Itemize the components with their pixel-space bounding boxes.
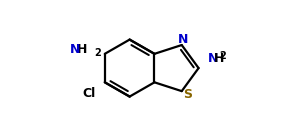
Text: H: H xyxy=(77,43,88,56)
Text: N: N xyxy=(178,33,188,46)
Text: N: N xyxy=(208,52,218,65)
Text: Cl: Cl xyxy=(83,87,96,100)
Text: 2: 2 xyxy=(94,48,101,58)
Text: 2: 2 xyxy=(219,51,226,61)
Text: S: S xyxy=(183,88,193,102)
Text: H: H xyxy=(214,52,224,65)
Text: N: N xyxy=(70,43,80,56)
